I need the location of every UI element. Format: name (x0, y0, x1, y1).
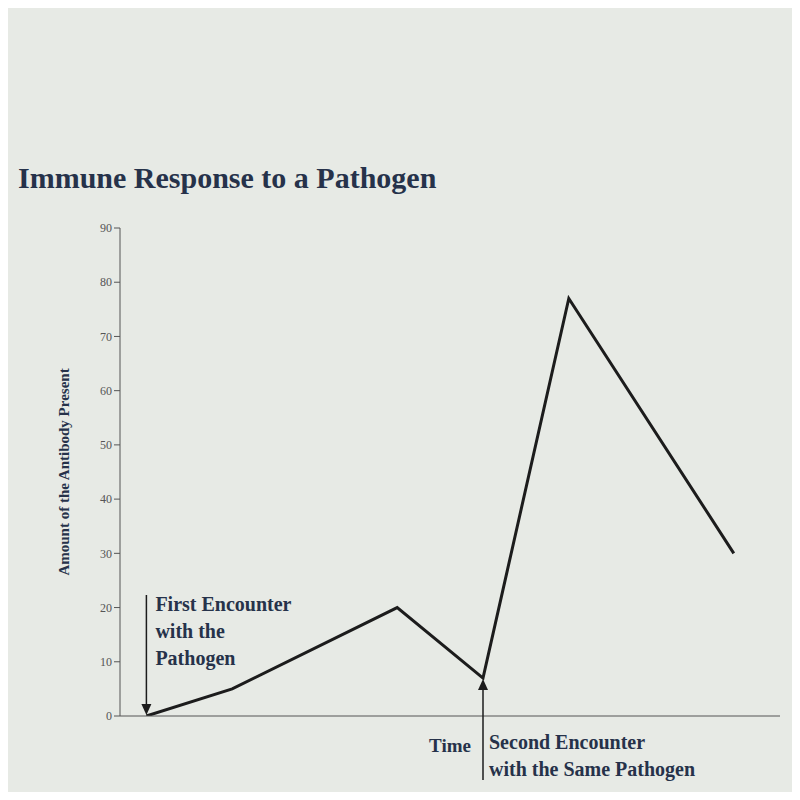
svg-text:60: 60 (100, 384, 112, 398)
svg-text:10: 10 (100, 655, 112, 669)
svg-text:70: 70 (100, 330, 112, 344)
svg-text:90: 90 (100, 221, 112, 235)
svg-text:0: 0 (106, 709, 112, 723)
svg-text:40: 40 (100, 492, 112, 506)
svg-text:80: 80 (100, 275, 112, 289)
svg-text:30: 30 (100, 547, 112, 561)
svg-text:Amount of the Antibody Present: Amount of the Antibody Present (56, 368, 72, 575)
svg-text:First Encounter: First Encounter (155, 593, 291, 615)
html-text:Immune Response to a Pathogen: Immune Response to a Pathogen (18, 161, 437, 194)
svg-text:20: 20 (100, 601, 112, 615)
svg-text:Second Encounter: Second Encounter (489, 731, 645, 753)
svg-text:with the: with the (155, 620, 225, 642)
svg-text:Time: Time (429, 735, 471, 756)
svg-text:50: 50 (100, 438, 112, 452)
svg-text:with the Same Pathogen: with the Same Pathogen (489, 758, 695, 781)
svg-text:Pathogen: Pathogen (155, 647, 235, 670)
